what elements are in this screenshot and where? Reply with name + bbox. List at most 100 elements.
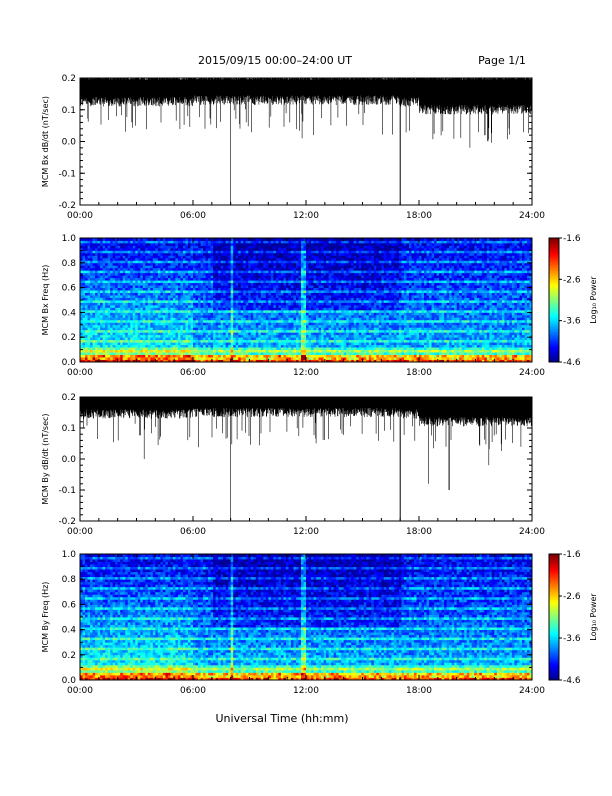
spectrogram-cell — [316, 307, 319, 310]
spectrogram-cell — [193, 342, 196, 345]
spectrogram-cell — [514, 332, 517, 335]
spectrogram-cell — [303, 340, 306, 343]
spectrogram-cell — [454, 337, 457, 340]
spectrogram-cell — [208, 345, 211, 348]
spectrogram-cell — [163, 305, 166, 308]
spectrogram-cell — [140, 307, 143, 310]
spectrogram-cell — [489, 300, 492, 303]
spectrogram-cell — [494, 300, 497, 303]
spectrogram-cell — [85, 345, 88, 348]
spectrogram-cell — [449, 327, 452, 330]
spectrogram-cell — [95, 350, 98, 353]
spectrogram-cell — [201, 298, 204, 301]
spectrogram-cell — [422, 330, 425, 333]
spectrogram-cell — [113, 302, 116, 305]
spectrogram-cell — [306, 335, 309, 338]
spectrogram-cell — [271, 337, 274, 340]
spectrogram-cell — [331, 332, 334, 335]
spectrogram-cell — [128, 317, 131, 320]
spectrogram-cell — [251, 327, 254, 330]
spectrogram-cell — [185, 298, 188, 301]
spectrogram-cell — [379, 337, 382, 340]
spectrogram-cell — [309, 352, 312, 355]
spectrogram-cell — [180, 302, 183, 305]
spectrogram-cell — [115, 307, 118, 310]
spectrogram-cell — [168, 350, 171, 353]
spectrogram-cell — [135, 327, 138, 330]
spectrogram-cell — [422, 302, 425, 305]
spectrogram-cell — [422, 350, 425, 353]
spectrogram-cell — [424, 350, 427, 353]
spectrogram-cell — [447, 298, 450, 301]
spectrogram-cell — [236, 295, 239, 298]
spectrogram-cell — [266, 347, 269, 350]
spectrogram-cell — [339, 342, 342, 345]
spectrogram-cell — [396, 307, 399, 310]
spectrogram-cell — [329, 307, 332, 310]
spectrogram-cell — [281, 347, 284, 350]
spectrogram-cell — [386, 298, 389, 301]
spectrogram-cell — [349, 340, 352, 343]
spectrogram-cell — [145, 300, 148, 303]
spectrogram-cell — [321, 345, 324, 348]
spectrogram-cell — [321, 352, 324, 355]
spectrogram-cell — [123, 300, 126, 303]
spectrogram-cell — [459, 357, 462, 360]
spectrogram-cell — [432, 345, 435, 348]
spectrogram-cell — [484, 337, 487, 340]
spectrogram-cell — [442, 352, 445, 355]
spectrogram-cell — [135, 317, 138, 320]
spectrogram-cell — [303, 342, 306, 345]
spectrogram-cell — [198, 312, 201, 315]
spectrogram-cell — [447, 327, 450, 330]
spectrogram-cell — [140, 345, 143, 348]
spectrogram-cell — [301, 355, 304, 358]
spectrogram-cell — [396, 337, 399, 340]
spectrogram-cell — [201, 322, 204, 325]
spectrogram-cell — [404, 340, 407, 343]
spectrogram-cell — [479, 335, 482, 338]
spectrogram-cell — [381, 330, 384, 333]
spectrogram-cell — [128, 337, 131, 340]
spectrogram-cell — [140, 342, 143, 345]
spectrogram-cell — [165, 330, 168, 333]
spectrogram-cell — [316, 347, 319, 350]
spectrogram-cell — [273, 352, 276, 355]
spectrogram-cell — [115, 347, 118, 350]
spectrogram-cell — [509, 337, 512, 340]
spectrogram-cell — [462, 327, 465, 330]
spectrogram-cell — [442, 310, 445, 313]
spectrogram-cell — [422, 337, 425, 340]
spectrogram-cell — [329, 320, 332, 323]
spectrogram-cell — [459, 342, 462, 345]
spectrogram-cell — [190, 342, 193, 345]
spectrogram-cell — [519, 335, 522, 338]
spectrogram-cell — [512, 305, 515, 308]
spectrogram-cell — [326, 310, 329, 313]
spectrogram-cell — [253, 327, 256, 330]
spectrogram-cell — [479, 302, 482, 305]
spectrogram-cell — [341, 335, 344, 338]
spectrogram-cell — [243, 347, 246, 350]
spectrogram-cell — [233, 322, 236, 325]
spectrogram-cell — [504, 312, 507, 315]
spectrogram-cell — [148, 307, 151, 310]
spectrogram-cell — [248, 302, 251, 305]
spectrogram-cell — [396, 317, 399, 320]
spectrogram-cell — [414, 350, 417, 353]
spectrogram-cell — [118, 355, 121, 358]
spectrogram-cell — [439, 310, 442, 313]
spectrogram-cell — [128, 332, 131, 335]
spectrogram-cell — [105, 317, 108, 320]
spectrogram-cell — [206, 347, 209, 350]
spectrogram-cell — [163, 357, 166, 360]
spectrogram-cell — [439, 330, 442, 333]
spectrogram-cell — [482, 335, 485, 338]
spectrogram-cell — [384, 342, 387, 345]
spectrogram-cell — [193, 322, 196, 325]
spectrogram-cell — [379, 322, 382, 325]
spectrogram-cell — [236, 325, 239, 328]
spectrogram-cell — [349, 337, 352, 340]
spectrogram-cell — [155, 332, 158, 335]
spectrogram-cell — [309, 298, 312, 301]
